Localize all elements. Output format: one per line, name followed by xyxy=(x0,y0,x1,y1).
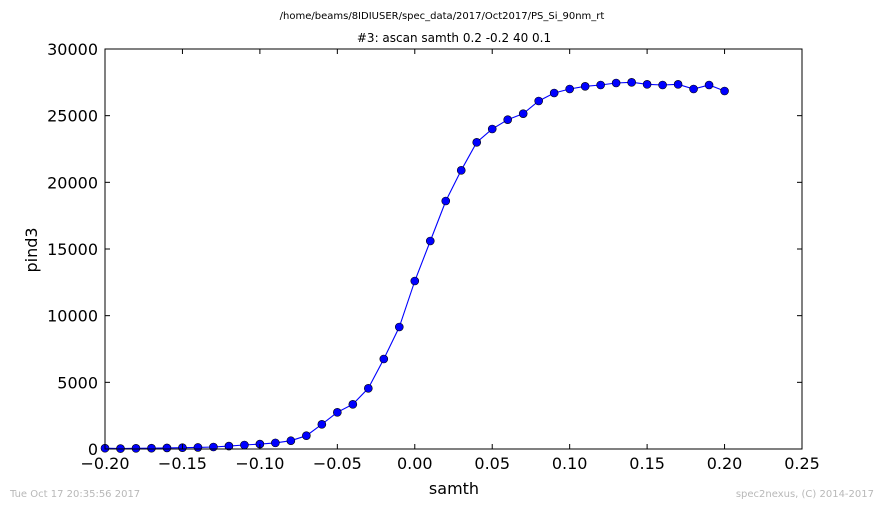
data-point xyxy=(240,440,249,450)
data-point xyxy=(565,84,574,94)
data-point xyxy=(410,276,420,286)
x-tick-label: 0.05 xyxy=(474,454,510,473)
data-point xyxy=(673,80,683,89)
x-tick-label: −0.05 xyxy=(313,454,362,473)
data-point xyxy=(162,443,172,453)
x-tick-label: 0.25 xyxy=(784,454,820,473)
chart-title: #3: ascan samth 0.2 -0.2 40 0.1 xyxy=(357,31,551,45)
data-point xyxy=(456,166,466,175)
y-tick-label: 20000 xyxy=(47,173,98,192)
chart-suptitle: /home/beams/8IDIUSER/spec_data/2017/Oct2… xyxy=(280,11,605,22)
data-point xyxy=(286,436,296,446)
data-point xyxy=(534,96,543,106)
y-tick-label: 5000 xyxy=(57,373,98,392)
y-tick-label: 0 xyxy=(88,440,98,459)
data-point xyxy=(193,443,203,452)
data-point xyxy=(364,384,373,393)
y-tick-label: 10000 xyxy=(47,307,98,326)
x-tick-label: 0.15 xyxy=(629,454,665,473)
footer-timestamp: Tue Oct 17 20:35:56 2017 xyxy=(10,489,141,500)
y-axis-label: pind3 xyxy=(22,227,41,272)
data-point xyxy=(379,354,389,364)
data-point xyxy=(580,82,590,91)
x-tick-label: 0.00 xyxy=(397,454,433,473)
data-point xyxy=(271,438,280,448)
data-point xyxy=(704,80,714,90)
data-point xyxy=(224,441,234,451)
x-axis-label: samth xyxy=(429,479,479,498)
data-point xyxy=(131,444,141,453)
plot-area: −0.20 −0.15 −0.10 −0.05 0.00 0.05 0.10 0.15 0.20… xyxy=(47,40,820,473)
data-point xyxy=(348,400,358,409)
data-point xyxy=(720,86,729,96)
y-tick-label: 15000 xyxy=(47,240,98,259)
x-tick-label: 0.20 xyxy=(707,454,743,473)
data-point xyxy=(147,443,156,453)
data-point xyxy=(441,196,451,206)
plot-frame xyxy=(104,48,803,450)
x-tick-label: −0.15 xyxy=(158,454,207,473)
data-point xyxy=(596,80,605,90)
data-point xyxy=(658,80,667,90)
data-point xyxy=(302,431,311,440)
y-tick-label: 25000 xyxy=(47,107,98,126)
x-tick-label: 0.10 xyxy=(552,454,588,473)
footer-credit: spec2nexus, (C) 2014-2017 xyxy=(735,489,874,500)
series-line xyxy=(104,81,725,450)
data-point xyxy=(627,78,636,87)
data-point xyxy=(549,88,559,98)
data-point xyxy=(642,80,652,89)
y-tick-label: 30000 xyxy=(47,40,98,59)
data-point xyxy=(425,236,435,246)
data-point xyxy=(611,78,621,88)
data-point xyxy=(689,84,698,94)
data-point xyxy=(394,322,404,332)
data-point xyxy=(503,115,513,124)
data-point xyxy=(317,420,327,429)
x-tick-label: −0.20 xyxy=(80,454,129,473)
data-point xyxy=(209,442,218,452)
data-point xyxy=(518,109,528,118)
data-point xyxy=(333,408,342,417)
data-point xyxy=(487,124,497,134)
data-point xyxy=(472,138,482,147)
x-tick-label: −0.10 xyxy=(235,454,284,473)
